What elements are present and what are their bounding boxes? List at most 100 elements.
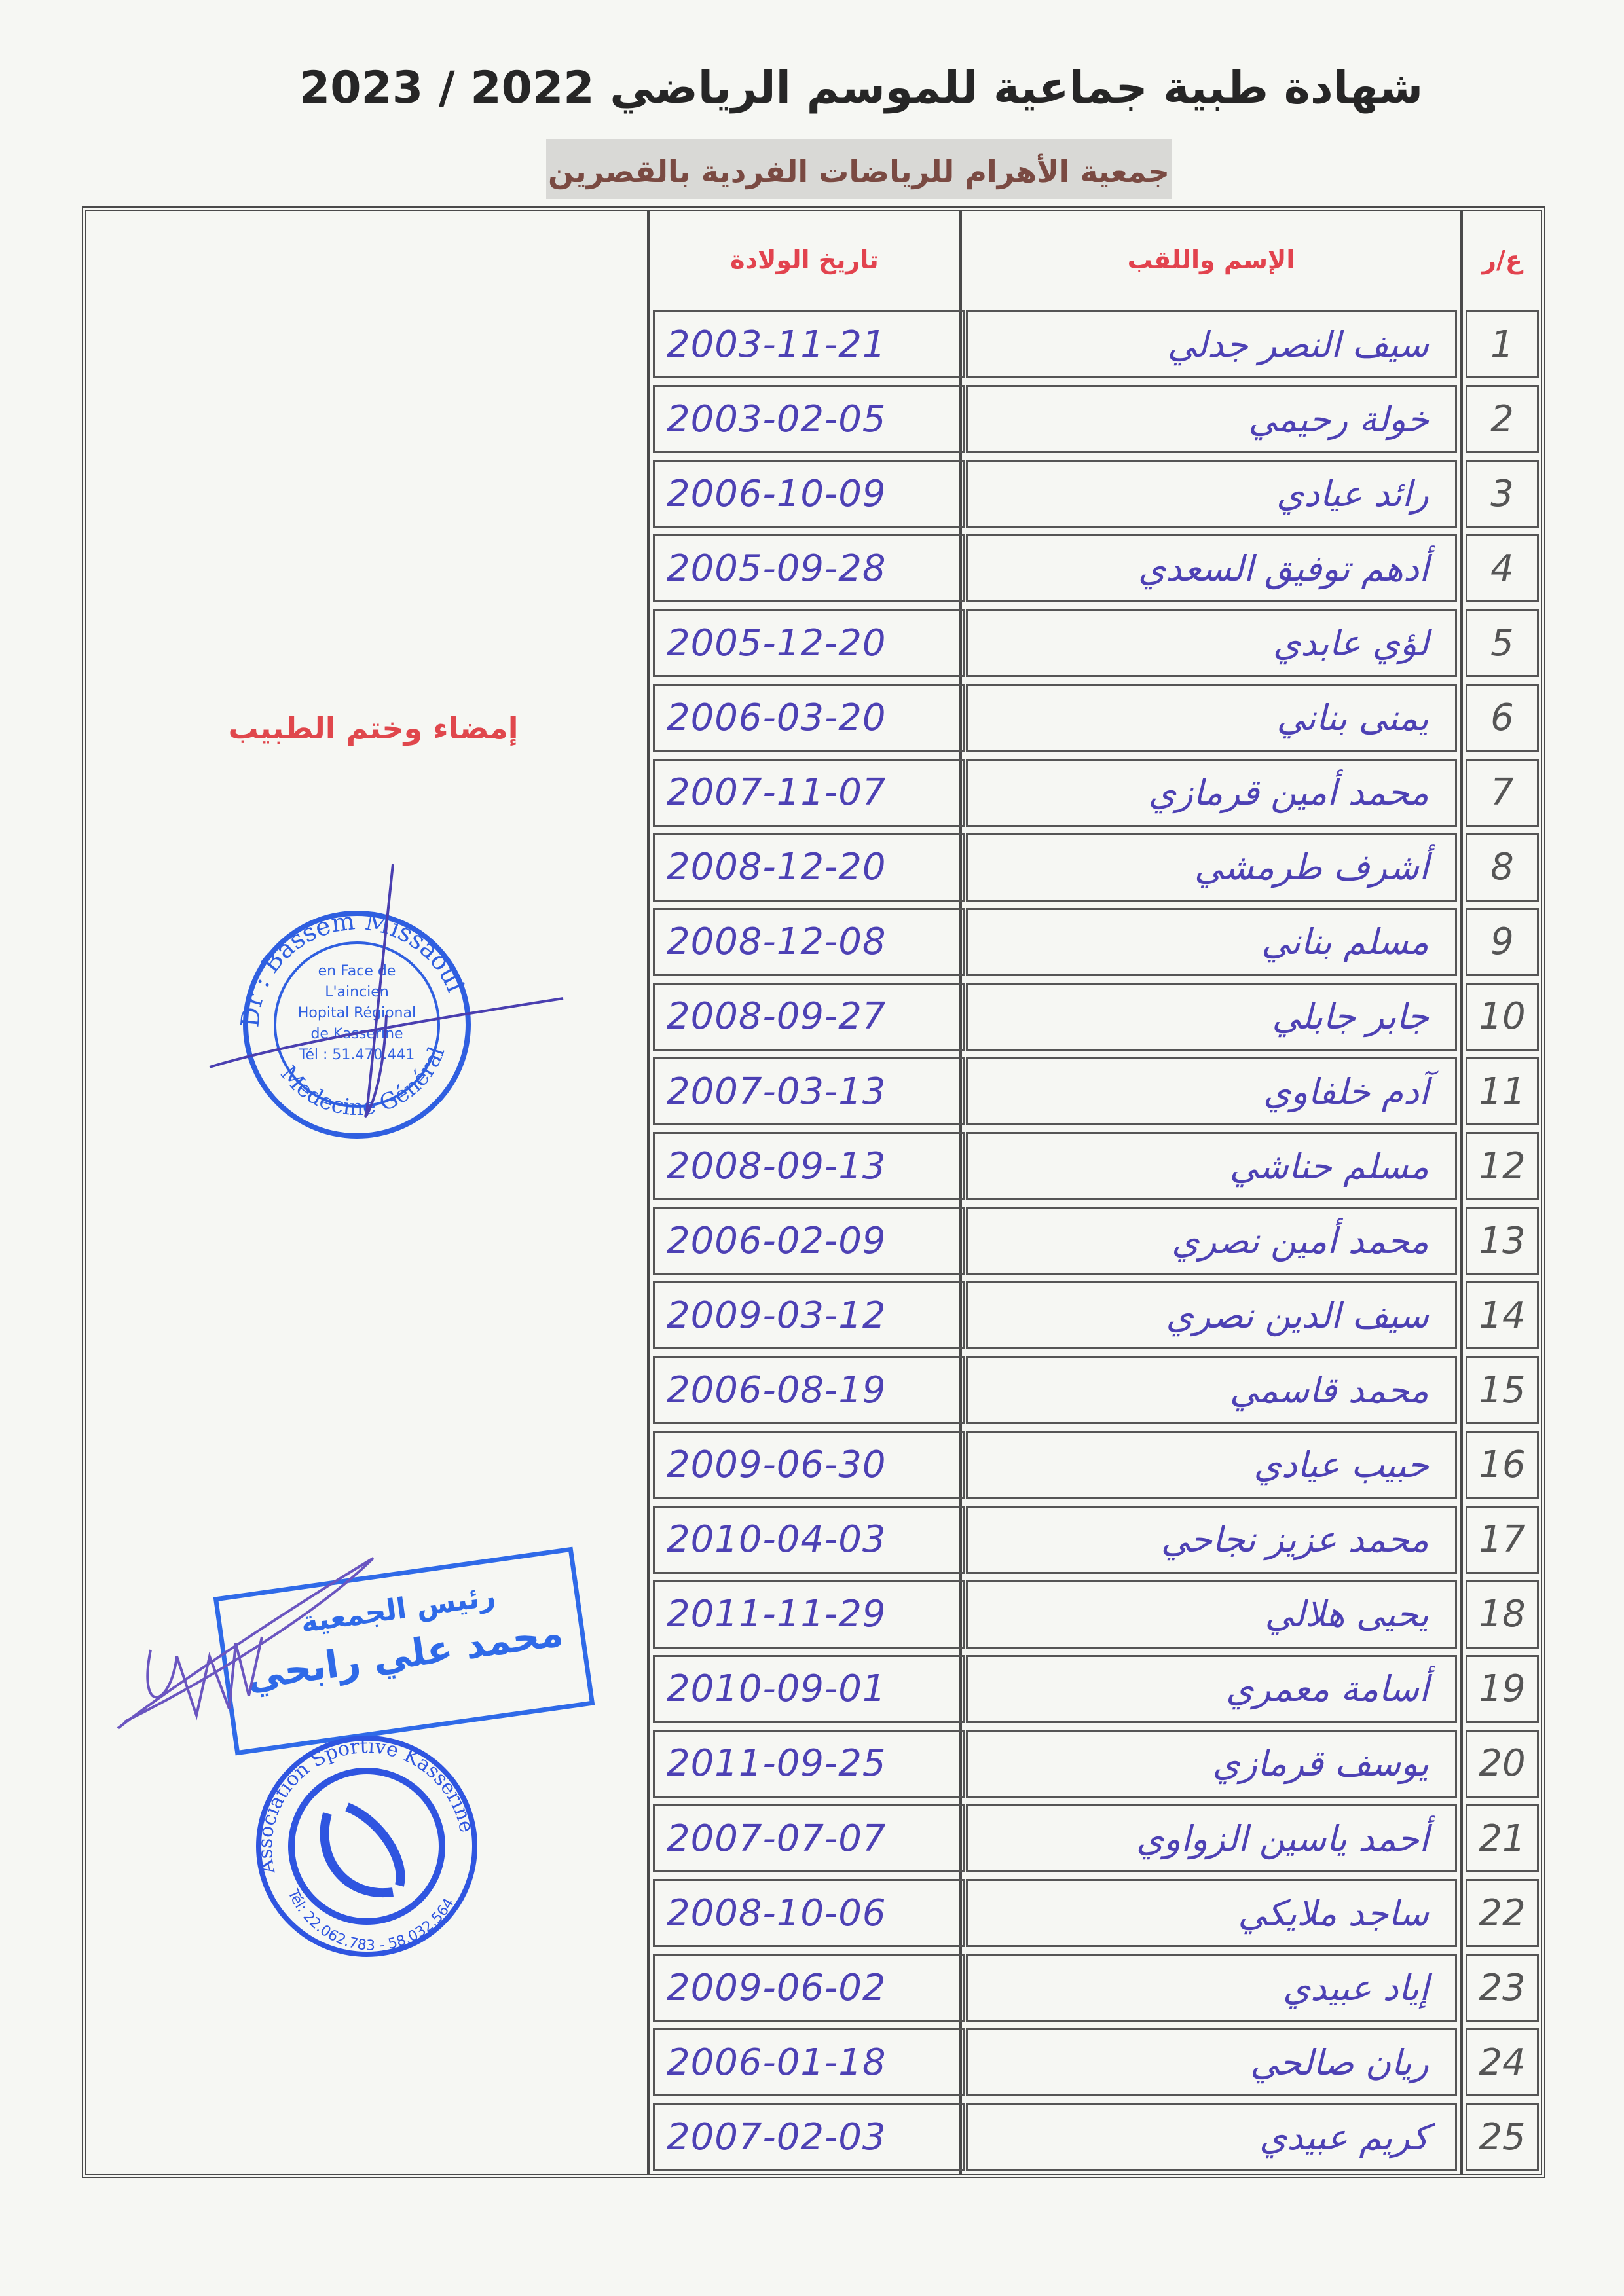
club-name-banner: جمعية الأهرام للرياضات الفردية بالقصرين: [546, 139, 1172, 199]
row-number-cell: 8: [1466, 833, 1539, 902]
row-number-cell: 19: [1466, 1654, 1539, 1723]
row-number-cell: 10: [1466, 982, 1539, 1051]
full-name-cell: سيف الدين نصري: [966, 1281, 1457, 1350]
full-name-cell: يحيى هلالي: [966, 1580, 1457, 1649]
table-row: 2008-12-08 مسلم بناني 9: [86, 907, 1541, 976]
full-name-cell: سيف النصر جدلي: [966, 310, 1457, 378]
club-logo-icon: [320, 1802, 405, 1898]
document-title: شهادة طبية جماعية للموسم الرياضي 2022 / …: [299, 62, 1424, 114]
row-number-cell: 5: [1466, 609, 1539, 678]
table-row: 2005-12-20 لؤي عابدي 5: [86, 609, 1541, 678]
full-name-cell: ريان صالحي: [966, 2028, 1457, 2097]
birth-date-cell: 2006-08-19: [653, 1356, 965, 1425]
table-row: 2007-11-07 محمد أمين قرمازي 7: [86, 758, 1541, 827]
table-row: 2006-02-09 محمد أمين نصري 13: [86, 1207, 1541, 1275]
birth-date-cell: 2006-01-18: [653, 2028, 965, 2097]
row-number-cell: 9: [1466, 907, 1539, 976]
full-name-cell: يوسف قرمازي: [966, 1729, 1457, 1798]
birth-date-cell: 2008-12-20: [653, 833, 965, 902]
row-number-cell: 15: [1466, 1356, 1539, 1425]
birth-date-cell: 2008-09-27: [653, 982, 965, 1051]
president-signature: [117, 1557, 375, 1730]
table-row: 2009-06-30 حبيب عيادي 16: [86, 1430, 1541, 1499]
birth-date-cell: 2009-03-12: [653, 1281, 965, 1350]
birth-date-cell: 2007-07-07: [653, 1804, 965, 1872]
table-row: 2011-09-25 يوسف قرمازي 20: [86, 1729, 1541, 1798]
full-name-cell: رائد عيادي: [966, 460, 1457, 528]
full-name-cell: مسلم حناشي: [966, 1132, 1457, 1201]
table-row: 2008-10-06 ساجد ملايكي 22: [86, 1879, 1541, 1948]
row-number-cell: 3: [1466, 460, 1539, 528]
full-name-cell: أسامة معمري: [966, 1654, 1457, 1723]
row-number-cell: 17: [1466, 1505, 1539, 1574]
birth-date-cell: 2011-11-29: [653, 1580, 965, 1649]
table-row: 2011-11-29 يحيى هلالي 18: [86, 1580, 1541, 1649]
birth-date-cell: 2006-03-20: [653, 683, 965, 752]
table-row: 2006-01-18 ريان صالحي 24: [86, 2028, 1541, 2097]
birth-date-cell: 2006-10-09: [653, 460, 965, 528]
doctor-signature-label: إمضاء وختم الطبيب: [228, 710, 519, 746]
row-number-cell: 2: [1466, 385, 1539, 454]
full-name-cell: مسلم بناني: [966, 907, 1457, 976]
row-number-cell: 23: [1466, 1954, 1539, 2022]
row-number-cell: 13: [1466, 1207, 1539, 1275]
column-divider: [1460, 211, 1463, 2174]
row-number-cell: 11: [1466, 1057, 1539, 1125]
row-number-cell: 14: [1466, 1281, 1539, 1350]
birth-date-cell: 2008-10-06: [653, 1879, 965, 1948]
birth-date-cell: 2009-06-30: [653, 1430, 965, 1499]
row-number-cell: 22: [1466, 1879, 1539, 1948]
birth-date-cell: 2003-11-21: [653, 310, 965, 378]
table-row: 2006-03-20 يمنى بناني 6: [86, 683, 1541, 752]
full-name-cell: إياد عبيدي: [966, 1954, 1457, 2022]
table-row: 2006-10-09 رائد عيادي 3: [86, 460, 1541, 528]
birth-date-cell: 2007-03-13: [653, 1057, 965, 1125]
full-name-cell: كريم عبيدي: [966, 2103, 1457, 2172]
full-name-cell: محمد أمين قرمازي: [966, 758, 1457, 827]
birth-date-cell: 2005-09-28: [653, 534, 965, 603]
doctor-stamp-line: Hopital Régional: [298, 1005, 416, 1021]
birth-date-cell: 2007-11-07: [653, 758, 965, 827]
full-name-cell: حبيب عيادي: [966, 1430, 1457, 1499]
table-row: 2008-09-27 جابر جابلي 10: [86, 982, 1541, 1051]
table-row: 2005-09-28 أدهم توفيق السعدي 4: [86, 534, 1541, 603]
row-number-cell: 20: [1466, 1729, 1539, 1798]
row-number-cell: 18: [1466, 1580, 1539, 1649]
full-name-cell: أحمد ياسين الزواوي: [966, 1804, 1457, 1872]
full-name-cell: محمد قاسمي: [966, 1356, 1457, 1425]
birth-date-cell: 2010-04-03: [653, 1505, 965, 1574]
full-name-cell: لؤي عابدي: [966, 609, 1457, 678]
birth-date-cell: 2009-06-02: [653, 1954, 965, 2022]
table-row: 2008-12-20 أشرف طرمشي 8: [86, 833, 1541, 902]
row-number-cell: 21: [1466, 1804, 1539, 1872]
doctor-stamp-line: en Face de: [318, 963, 396, 979]
full-name-cell: محمد أمين نصري: [966, 1207, 1457, 1275]
table-row: 2009-03-12 سيف الدين نصري 14: [86, 1281, 1541, 1350]
header-number: ع/ر: [1482, 246, 1522, 274]
doctor-signature-scribble: [209, 864, 564, 1118]
row-number-cell: 7: [1466, 758, 1539, 827]
medical-certificate-table: تاريخ الولادة الإسم واللقب ع/ر 2003-11-2…: [82, 206, 1545, 2178]
full-name-cell: يمنى بناني: [966, 683, 1457, 752]
full-name-cell: أشرف طرمشي: [966, 833, 1457, 902]
birth-date-cell: 2005-12-20: [653, 609, 965, 678]
table-row: 2010-04-03 محمد عزيز نجاحي 17: [86, 1505, 1541, 1574]
table-row: 2009-06-02 إياد عبيدي 23: [86, 1954, 1541, 2022]
club-stamp: Association Sportive Kasserine Tél: 22.0…: [254, 1735, 478, 1957]
birth-date-cell: 2008-12-08: [653, 907, 965, 976]
birth-date-cell: 2010-09-01: [653, 1654, 965, 1723]
table-row: 2003-11-21 سيف النصر جدلي 1: [86, 310, 1541, 378]
birth-date-cell: 2003-02-05: [653, 385, 965, 454]
table-row: 2006-08-19 محمد قاسمي 15: [86, 1356, 1541, 1425]
birth-date-cell: 2006-02-09: [653, 1207, 965, 1275]
doctor-stamp-line: Tél : 51.470.441: [299, 1047, 415, 1063]
birth-date-cell: 2007-02-03: [653, 2103, 965, 2172]
full-name-cell: أدهم توفيق السعدي: [966, 534, 1457, 603]
header-full-name: الإسم واللقب: [1127, 246, 1295, 274]
table-row: 2007-07-07 أحمد ياسين الزواوي 21: [86, 1804, 1541, 1872]
table-row: 2007-03-13 آدم خلفاوي 11: [86, 1057, 1541, 1125]
table-row: 2007-02-03 كريم عبيدي 25: [86, 2103, 1541, 2172]
full-name-cell: جابر جابلي: [966, 982, 1457, 1051]
